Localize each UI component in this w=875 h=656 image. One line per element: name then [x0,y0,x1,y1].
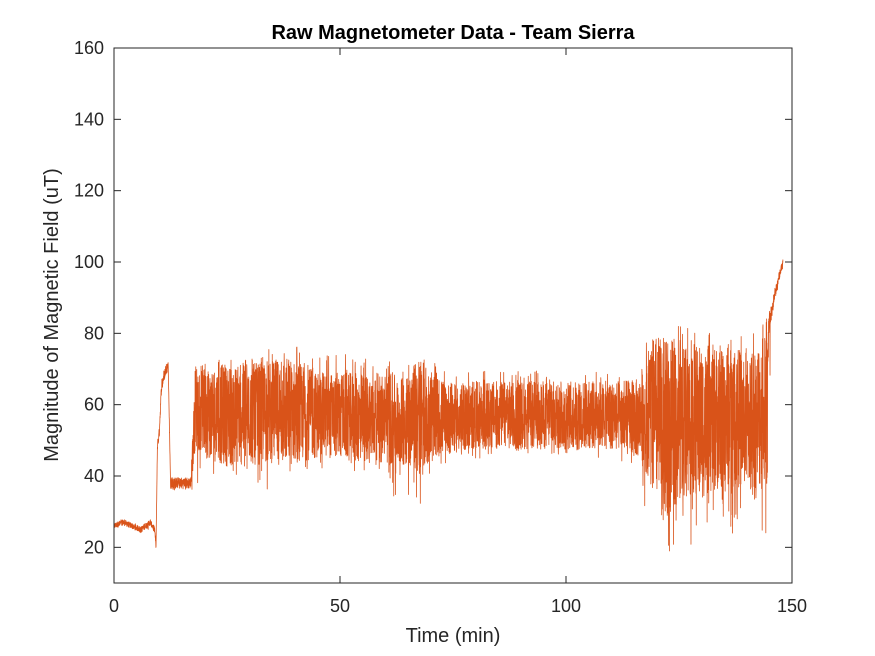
x-tick-label: 150 [777,596,807,616]
plot-area [114,48,792,583]
y-tick-label: 40 [84,466,104,486]
y-tick-label: 80 [84,323,104,343]
y-tick-label: 60 [84,395,104,415]
x-tick-label: 100 [551,596,581,616]
data-layer [113,259,784,552]
y-tick-label: 120 [74,181,104,201]
plot-frame [113,47,793,584]
x-axis-label: Time (min) [406,625,501,647]
y-tick-label: 100 [74,252,104,272]
chart-title: Raw Magnetometer Data - Team Sierra [271,22,635,44]
x-tick-label: 0 [109,596,119,616]
magnetometer-series-line [113,259,784,552]
y-tick-label: 20 [84,537,104,557]
ticks-layer: 0 50 100 150 20 40 60 80 100 120 140 160 [74,38,807,616]
y-tick-label: 160 [74,38,104,58]
y-tick-label: 140 [74,109,104,129]
x-tick-label: 50 [330,596,350,616]
y-axis-label: Magnitude of Magnetic Field (uT) [41,168,63,461]
